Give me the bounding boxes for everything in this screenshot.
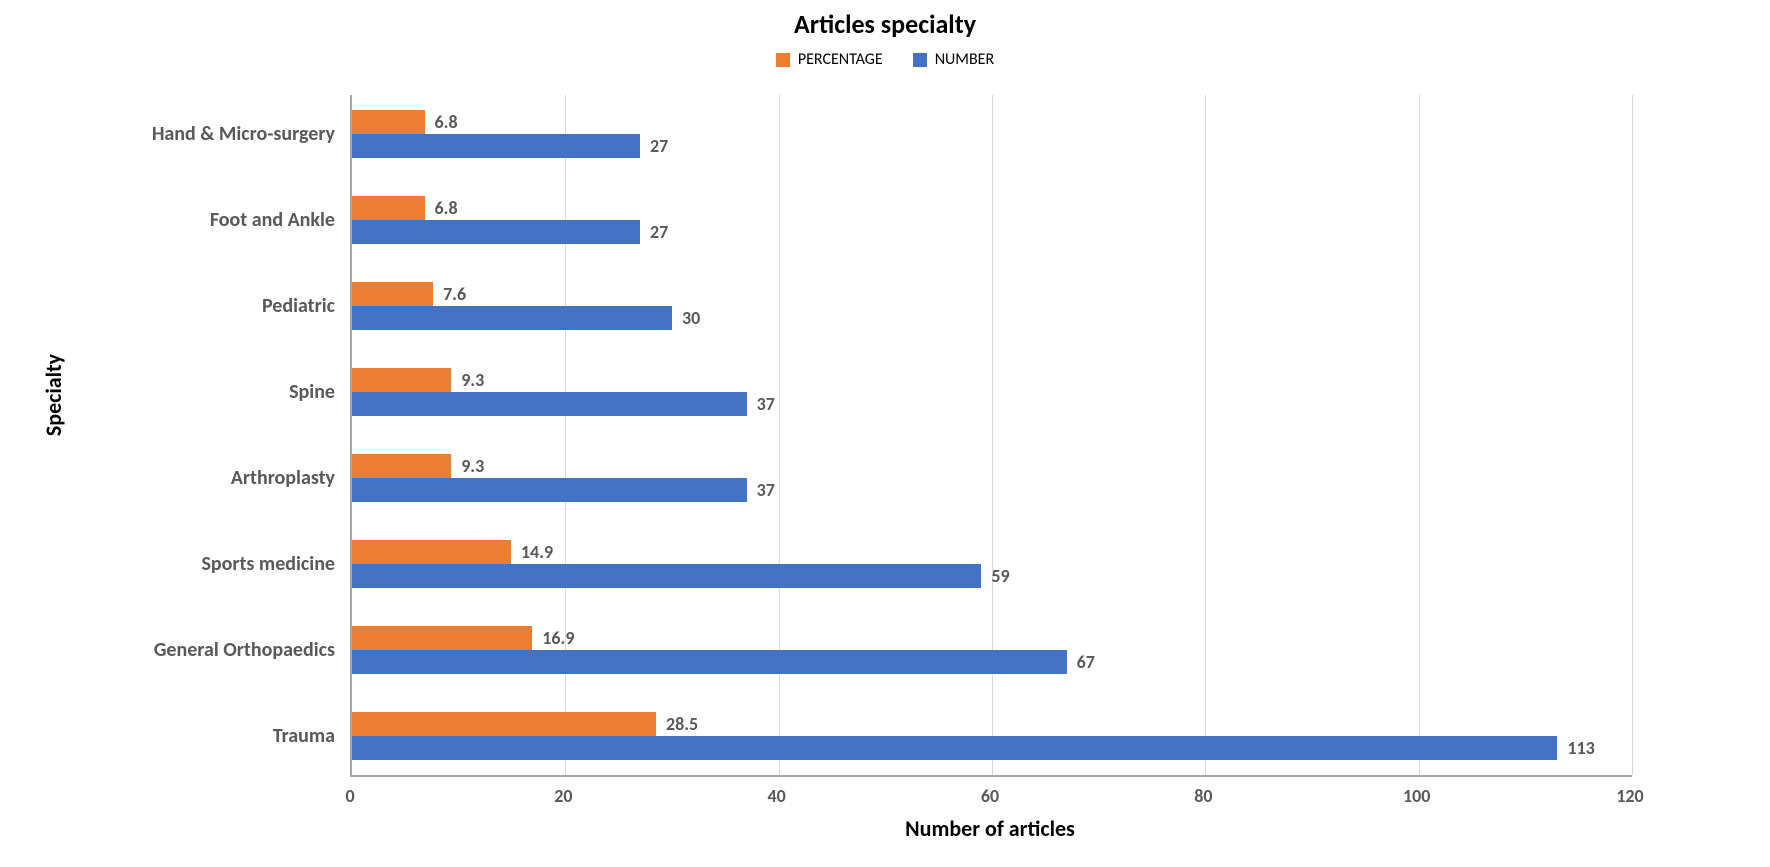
plot-area: 6.8 27 6.8 27 7.6 30 9.3 37 9.3 37 14.9 59 16.9 67 28.… <box>350 95 1632 777</box>
legend-label-number: NUMBER <box>935 50 994 69</box>
legend-item-number: NUMBER <box>913 50 994 69</box>
data-label-number: 27 <box>650 135 668 157</box>
chart-container: Articles specialty PERCENTAGE NUMBER 6.8… <box>0 0 1770 867</box>
data-label-number: 59 <box>991 565 1009 587</box>
bar-percentage <box>352 196 425 220</box>
data-label-percentage: 14.9 <box>521 541 553 563</box>
bar-number <box>352 392 747 416</box>
category-label: Hand & Micro-surgery <box>152 122 335 146</box>
data-label-percentage: 28.5 <box>666 713 698 735</box>
x-tick-label: 60 <box>981 785 999 807</box>
bar-number <box>352 478 747 502</box>
category-label: Foot and Ankle <box>210 208 335 232</box>
x-axis-title: Number of articles <box>350 815 1630 842</box>
legend-item-percentage: PERCENTAGE <box>776 50 883 69</box>
x-tick-label: 40 <box>768 785 786 807</box>
category-label: Spine <box>289 380 335 404</box>
category-label: Arthroplasty <box>231 466 335 490</box>
category-label: Trauma <box>273 724 335 748</box>
y-axis-title: Specialty <box>40 295 67 495</box>
category-label: Sports medicine <box>201 552 335 576</box>
bar-number <box>352 564 981 588</box>
gridline <box>1632 95 1633 775</box>
data-label-number: 67 <box>1077 651 1095 673</box>
data-label-percentage: 6.8 <box>435 111 458 133</box>
data-label-percentage: 9.3 <box>461 455 484 477</box>
x-tick-label: 120 <box>1616 785 1643 807</box>
legend-swatch-number <box>913 53 927 67</box>
bar-percentage <box>352 454 451 478</box>
category-group: 7.6 30 <box>352 282 1632 330</box>
data-label-number: 37 <box>757 393 775 415</box>
bar-number <box>352 134 640 158</box>
category-label: General Orthopaedics <box>154 638 335 662</box>
chart-title: Articles specialty <box>0 8 1770 40</box>
category-group: 9.3 37 <box>352 454 1632 502</box>
bar-percentage <box>352 110 425 134</box>
bar-percentage <box>352 368 451 392</box>
data-label-number: 30 <box>682 307 700 329</box>
bar-percentage <box>352 626 532 650</box>
bar-number <box>352 736 1557 760</box>
data-label-percentage: 16.9 <box>542 627 574 649</box>
category-group: 9.3 37 <box>352 368 1632 416</box>
data-label-percentage: 9.3 <box>461 369 484 391</box>
category-group: 16.9 67 <box>352 626 1632 674</box>
x-tick-label: 20 <box>554 785 572 807</box>
category-group: 6.8 27 <box>352 196 1632 244</box>
x-tick-label: 80 <box>1194 785 1212 807</box>
bar-number <box>352 650 1067 674</box>
data-label-number: 113 <box>1567 737 1594 759</box>
data-label-percentage: 7.6 <box>443 283 466 305</box>
data-label-number: 37 <box>757 479 775 501</box>
category-group: 28.5 113 <box>352 712 1632 760</box>
category-group: 6.8 27 <box>352 110 1632 158</box>
legend: PERCENTAGE NUMBER <box>0 50 1770 69</box>
data-label-number: 27 <box>650 221 668 243</box>
bar-percentage <box>352 712 656 736</box>
x-tick-label: 100 <box>1403 785 1430 807</box>
bar-number <box>352 220 640 244</box>
bar-percentage <box>352 540 511 564</box>
category-group: 14.9 59 <box>352 540 1632 588</box>
x-tick-label: 0 <box>345 785 354 807</box>
legend-swatch-percentage <box>776 53 790 67</box>
bar-number <box>352 306 672 330</box>
legend-label-percentage: PERCENTAGE <box>798 50 883 69</box>
bar-percentage <box>352 282 433 306</box>
category-label: Pediatric <box>262 294 335 318</box>
data-label-percentage: 6.8 <box>435 197 458 219</box>
